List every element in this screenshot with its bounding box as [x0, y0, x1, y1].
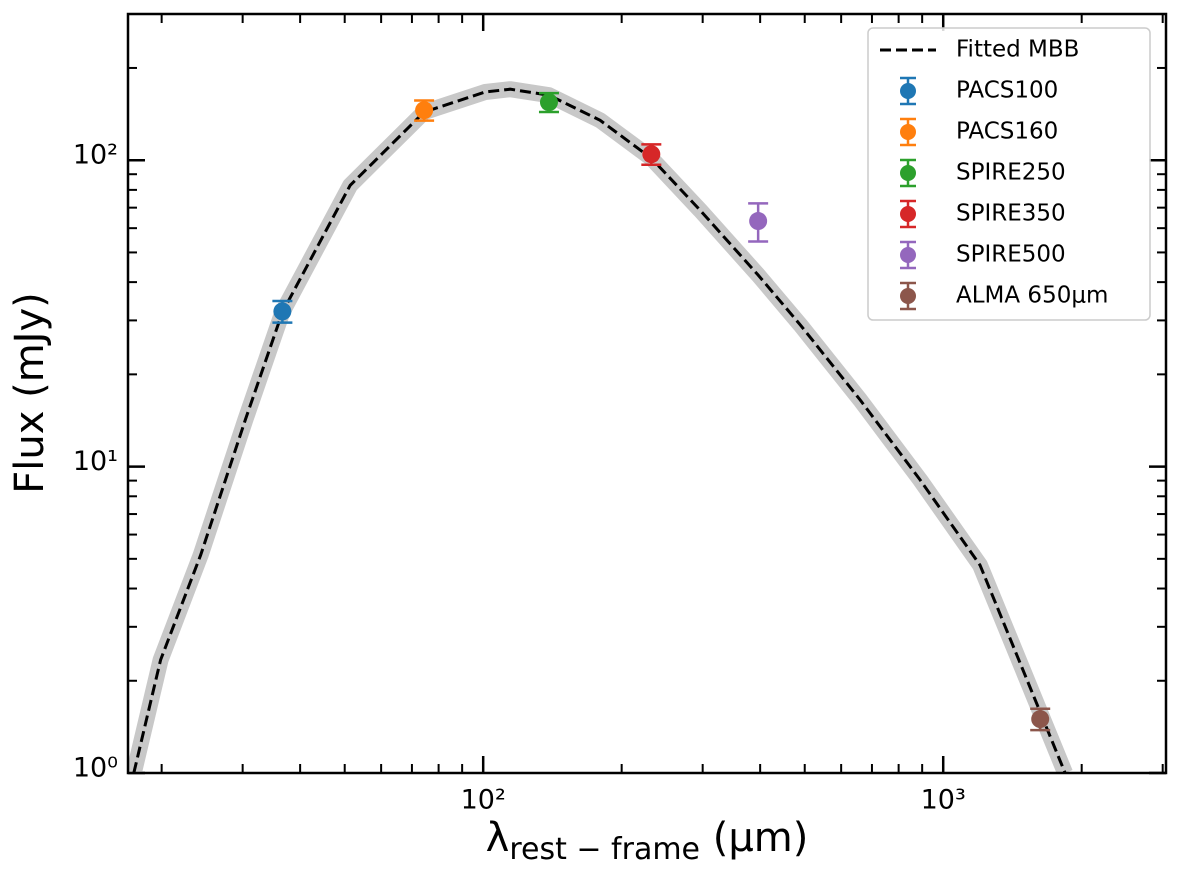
point — [539, 93, 558, 112]
x-label-unit: (μm) — [700, 815, 808, 861]
y-axis-label: Flux (mJy) — [7, 292, 53, 494]
point — [749, 212, 768, 231]
point — [415, 101, 434, 120]
legend-marker — [900, 83, 916, 99]
point — [642, 145, 661, 164]
point — [273, 302, 292, 321]
legend-label: PACS100 — [956, 78, 1058, 104]
model-line — [132, 87, 1067, 773]
legend-label: Fitted MBB — [956, 37, 1079, 63]
x-label-symbol: λ — [486, 815, 510, 861]
legend-marker — [900, 165, 916, 181]
x-axis-label: λrest − frame (μm) — [486, 815, 809, 867]
legend-label: ALMA 650μm — [956, 283, 1108, 309]
y-tick-label: 10² — [73, 140, 118, 171]
legend-marker — [900, 124, 916, 140]
plot-frame — [126, 12, 1168, 775]
x-tick-label: 10³ — [921, 785, 966, 816]
x-label-subscript: rest − frame — [509, 832, 700, 867]
y-tick-label: 10⁰ — [73, 753, 118, 784]
legend-marker — [900, 288, 916, 304]
legend-label: SPIRE250 — [956, 160, 1066, 186]
legend-box — [867, 27, 1151, 321]
legend-label: SPIRE350 — [956, 201, 1066, 227]
y-tick-label: 10¹ — [73, 446, 118, 477]
legend-marker — [900, 247, 916, 263]
x-tick-label: 10² — [461, 785, 506, 816]
legend-label: SPIRE500 — [956, 242, 1066, 268]
point — [1031, 710, 1050, 729]
legend-label: PACS160 — [956, 119, 1058, 145]
legend-marker — [900, 206, 916, 222]
